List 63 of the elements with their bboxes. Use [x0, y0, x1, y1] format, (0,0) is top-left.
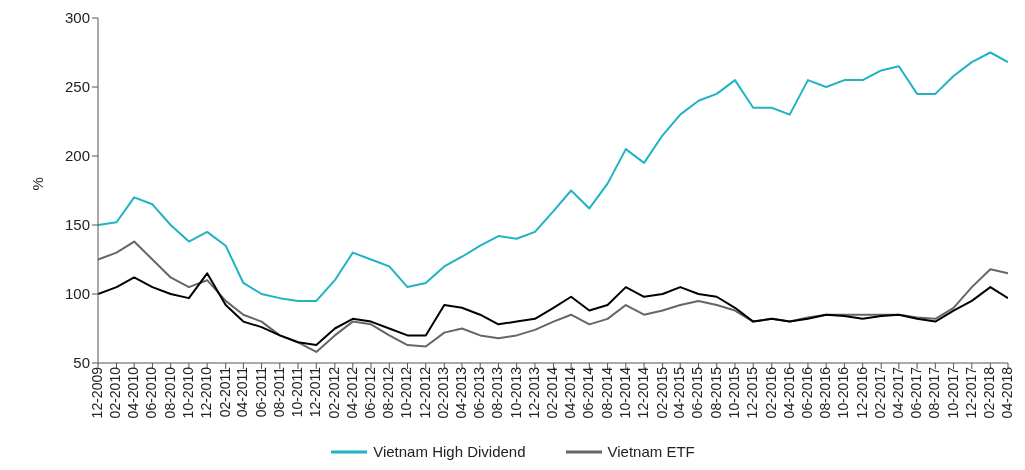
x-tick-label: 08-2011	[270, 366, 287, 418]
x-tick-label: 10-2015	[725, 366, 742, 419]
x-tick-label: 08-2013	[489, 366, 506, 419]
x-tick-label: 04-2017	[889, 366, 906, 419]
x-tick-label: 04-2011	[234, 366, 251, 418]
x-tick-label: 08-2015	[707, 366, 724, 419]
x-tick-label: 12-2010	[198, 366, 215, 419]
x-tick-label: 04-2010	[125, 366, 142, 419]
y-axis-title: %	[29, 177, 47, 191]
x-tick-label: 06-2012	[361, 366, 378, 419]
x-tick-label: 02-2012	[325, 366, 342, 419]
legend-label: Vietnam High Dividend	[373, 443, 526, 460]
x-tick-label: 10-2013	[507, 366, 524, 419]
x-tick-label: 10-2010	[179, 366, 196, 419]
x-tick-label: 12-2017	[962, 366, 979, 419]
x-tick-label: 06-2017	[908, 366, 925, 419]
x-tick-label: 02-2011	[216, 366, 233, 418]
x-tick-label: 04-2014	[562, 366, 579, 419]
x-tick-label: 12-2015	[744, 366, 761, 419]
x-tick-label: 12-2016	[853, 366, 870, 419]
line-series	[98, 240, 1008, 353]
x-tick-label: 12-2012	[416, 366, 433, 419]
legend-label: Vietnam ETF	[607, 443, 695, 460]
x-tick-label: 08-2017	[926, 366, 943, 419]
y-tick-label: 300	[64, 9, 90, 27]
x-tick-label: 04-2018	[998, 366, 1015, 419]
x-tick-label: 10-2014	[616, 366, 633, 419]
x-tick-label: 06-2014	[580, 366, 597, 419]
x-tick-label: 06-2013	[471, 366, 488, 419]
y-tick-label: 50	[73, 354, 90, 372]
x-tick-label: 10-2017	[944, 366, 961, 419]
x-tick-label: 08-2014	[598, 366, 615, 419]
x-tick-label: 08-2016	[817, 366, 834, 419]
x-tick-label: 12-2011	[307, 366, 324, 418]
x-tick-label: 02-2010	[107, 366, 124, 419]
x-tick-label: 10-2012	[398, 366, 415, 419]
x-tick-label: 08-2012	[380, 366, 397, 419]
x-tick-label: 10-2016	[835, 366, 852, 419]
x-tick-label: 12-2009	[88, 366, 105, 419]
y-tick-label: 250	[64, 78, 90, 96]
y-tick-label: 150	[64, 216, 90, 234]
y-tick-label: 200	[64, 147, 90, 165]
x-tick-label: 02-2013	[435, 366, 452, 419]
x-tick-label: 08-2010	[161, 366, 178, 419]
x-tick-label: 04-2012	[343, 366, 360, 419]
x-tick-label: 12-2014	[635, 366, 651, 419]
x-tick-label: 12-2013	[525, 366, 542, 419]
y-tick-label: 100	[64, 285, 90, 303]
x-tick-label: 06-2016	[798, 366, 815, 419]
x-tick-label: 06-2015	[689, 366, 706, 419]
x-tick-label: 06-2010	[143, 366, 160, 419]
x-tick-label: 04-2015	[671, 366, 688, 419]
x-tick-label: 02-2018	[981, 366, 998, 419]
x-tick-label: 02-2015	[653, 366, 670, 419]
x-tick-label: 06-2011	[252, 366, 269, 418]
x-tick-label: 02-2014	[544, 366, 561, 419]
x-tick-label: 02-2017	[872, 366, 889, 419]
line-series	[98, 51, 1008, 302]
x-tick-label: 10-2011	[289, 366, 305, 418]
x-tick-label: 02-2016	[762, 366, 779, 419]
x-tick-label: 04-2013	[452, 366, 469, 419]
line-series	[98, 272, 1008, 347]
x-tick-label: 04-2016	[780, 366, 797, 419]
